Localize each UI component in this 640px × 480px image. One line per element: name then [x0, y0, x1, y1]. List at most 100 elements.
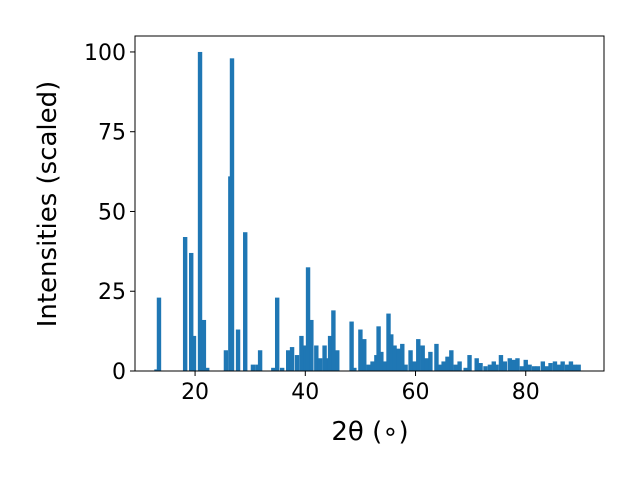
- bar: [487, 364, 493, 371]
- bar: [428, 351, 433, 371]
- bar: [416, 339, 421, 371]
- bar: [403, 364, 408, 371]
- bar: [445, 356, 450, 371]
- bar: [527, 364, 532, 371]
- plot-area: [154, 51, 581, 371]
- y-tick-label: 75: [98, 121, 126, 146]
- bar: [331, 310, 336, 371]
- bar: [515, 358, 520, 371]
- bar: [374, 355, 379, 371]
- bar: [335, 350, 340, 371]
- bar: [535, 366, 541, 371]
- bar: [243, 232, 248, 371]
- bar: [540, 361, 546, 371]
- bar: [229, 58, 235, 371]
- bar: [494, 364, 499, 371]
- bar: [392, 345, 397, 371]
- bar: [191, 335, 197, 371]
- bar: [271, 367, 276, 371]
- x-tick-label: 80: [512, 380, 540, 405]
- bar: [453, 364, 458, 371]
- bar: [552, 361, 558, 371]
- bar: [370, 361, 375, 371]
- y-axis-label: Intensities (scaled): [33, 81, 63, 328]
- bar: [420, 345, 425, 371]
- bar: [568, 361, 574, 371]
- y-tick-label: 0: [112, 360, 126, 385]
- bar: [548, 363, 553, 371]
- x-tick-label: 40: [291, 380, 319, 405]
- bar: [412, 361, 417, 371]
- y-tick-label: 25: [98, 280, 126, 305]
- bar: [498, 355, 504, 371]
- bar: [309, 319, 314, 371]
- bar: [358, 329, 363, 371]
- bar: [204, 367, 210, 371]
- bar: [379, 351, 384, 371]
- bar: [154, 369, 159, 371]
- bar: [544, 366, 549, 371]
- bar: [396, 348, 401, 371]
- bar: [289, 347, 295, 371]
- bar: [305, 267, 311, 371]
- bar: [572, 364, 577, 371]
- bar: [182, 237, 188, 371]
- bar: [197, 51, 203, 371]
- bar: [478, 363, 483, 371]
- bar: [556, 364, 562, 371]
- bar: [250, 364, 256, 371]
- bar: [382, 361, 387, 371]
- bar: [314, 345, 319, 371]
- bar: [519, 366, 525, 371]
- bar: [502, 361, 507, 371]
- bar: [483, 366, 488, 371]
- bar: [327, 335, 333, 371]
- bar: [467, 355, 472, 371]
- bar: [317, 358, 323, 371]
- bar: [189, 252, 194, 371]
- bar: [457, 361, 462, 371]
- bar: [362, 339, 367, 371]
- bar: [463, 367, 468, 371]
- bar: [257, 350, 263, 371]
- bar: [441, 361, 446, 371]
- bar: [507, 358, 512, 371]
- bar: [366, 364, 371, 371]
- bar: [576, 364, 581, 371]
- bar: [564, 364, 570, 371]
- bar: [491, 361, 496, 371]
- bar: [474, 358, 479, 371]
- bar: [299, 335, 304, 371]
- bar: [511, 359, 516, 371]
- bar: [386, 313, 391, 371]
- y-tick-label: 50: [98, 200, 126, 225]
- bar: [294, 355, 300, 371]
- bar: [352, 367, 357, 371]
- bar: [437, 364, 442, 371]
- bar: [279, 367, 285, 371]
- bar: [322, 345, 327, 371]
- bar: [408, 350, 413, 371]
- x-tick-label: 60: [402, 380, 430, 405]
- bar: [286, 350, 291, 371]
- bar: [531, 366, 537, 371]
- bar: [424, 358, 429, 371]
- x-axis-label: 2θ (∘): [331, 417, 408, 447]
- bar: [255, 364, 260, 371]
- bar: [389, 334, 394, 371]
- bar: [523, 359, 528, 371]
- bar: [201, 319, 207, 371]
- bar: [400, 343, 405, 371]
- bar: [560, 361, 565, 371]
- bar: [349, 321, 354, 371]
- bar: [449, 350, 454, 371]
- y-tick-label: 100: [84, 41, 126, 66]
- bar: [223, 350, 229, 371]
- axes-frame: [134, 35, 605, 372]
- bar: [274, 297, 280, 371]
- bar: [235, 329, 241, 371]
- bar: [376, 326, 381, 371]
- x-tick-label: 20: [181, 380, 209, 405]
